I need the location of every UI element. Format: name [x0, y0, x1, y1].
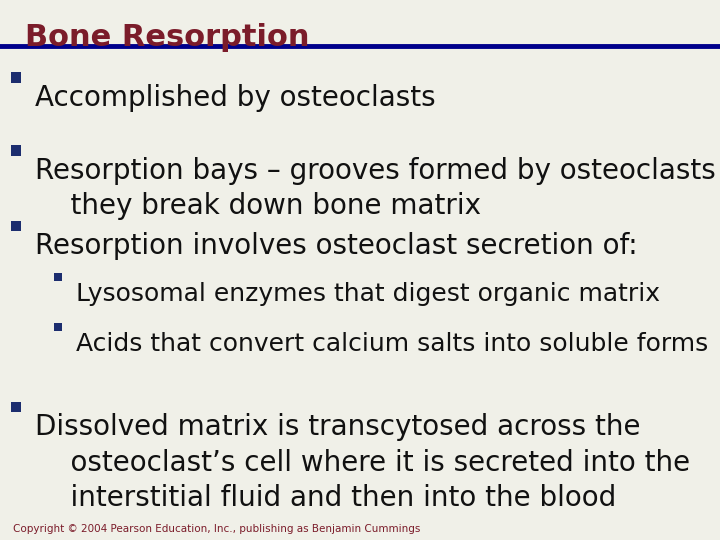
- Text: Resorption involves osteoclast secretion of:: Resorption involves osteoclast secretion…: [35, 232, 637, 260]
- FancyBboxPatch shape: [11, 145, 21, 156]
- FancyBboxPatch shape: [11, 402, 21, 412]
- Text: Resorption bays – grooves formed by osteoclasts as
    they break down bone matr: Resorption bays – grooves formed by oste…: [35, 157, 720, 220]
- FancyBboxPatch shape: [54, 323, 62, 331]
- Text: Acids that convert calcium salts into soluble forms: Acids that convert calcium salts into so…: [76, 332, 708, 356]
- FancyBboxPatch shape: [11, 221, 21, 231]
- Text: Accomplished by osteoclasts: Accomplished by osteoclasts: [35, 84, 435, 112]
- FancyBboxPatch shape: [54, 273, 62, 281]
- Text: Copyright © 2004 Pearson Education, Inc., publishing as Benjamin Cummings: Copyright © 2004 Pearson Education, Inc.…: [13, 523, 420, 534]
- Text: Dissolved matrix is transcytosed across the
    osteoclast’s cell where it is se: Dissolved matrix is transcytosed across …: [35, 413, 690, 512]
- Text: Lysosomal enzymes that digest organic matrix: Lysosomal enzymes that digest organic ma…: [76, 282, 660, 306]
- FancyBboxPatch shape: [11, 72, 21, 83]
- Text: Bone Resorption: Bone Resorption: [25, 23, 310, 52]
